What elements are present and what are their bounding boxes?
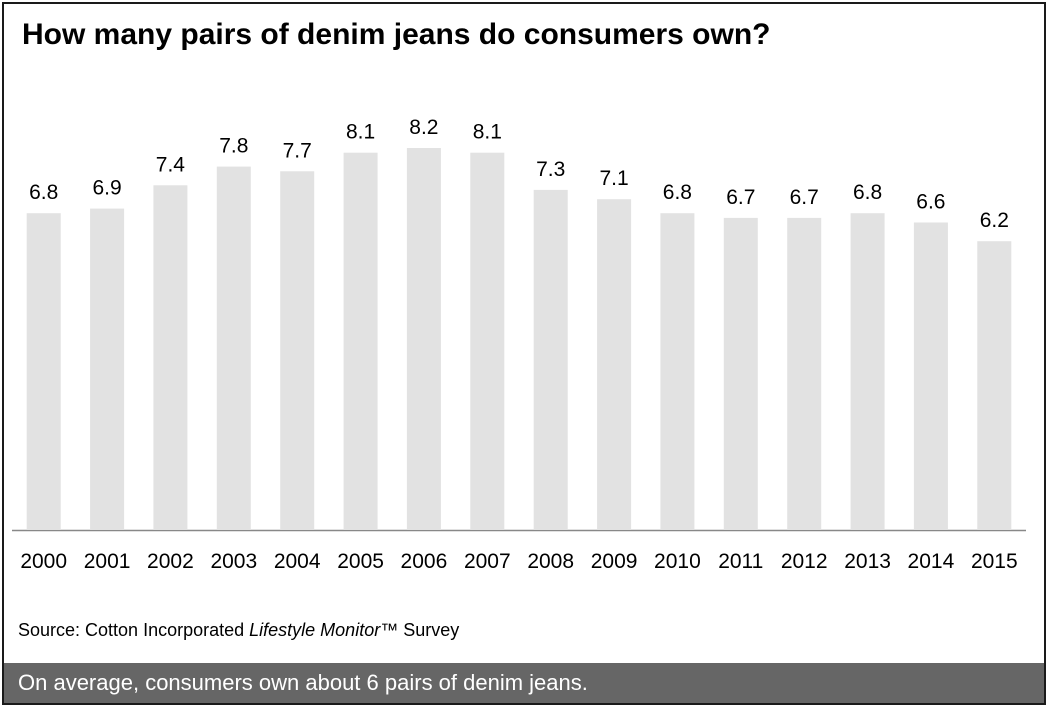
x-tick-label-2004: 2004 — [274, 550, 321, 573]
data-label-2008: 7.3 — [536, 158, 565, 181]
bar-2000 — [26, 213, 61, 530]
x-tick-label-2011: 2011 — [718, 550, 763, 573]
x-tick-label-2012: 2012 — [781, 550, 828, 573]
bar-2012 — [787, 217, 822, 530]
x-tick-label-2001: 2001 — [84, 550, 131, 573]
x-tick-label-2009: 2009 — [591, 550, 638, 573]
data-label-2001: 6.9 — [92, 177, 121, 200]
source-prefix: Source: Cotton Incorporated — [18, 620, 250, 640]
bar-2002 — [153, 185, 188, 531]
chart-title: How many pairs of denim jeans do consume… — [22, 18, 771, 51]
source-tm: ™ — [380, 620, 399, 640]
x-tick-label-2002: 2002 — [147, 550, 194, 573]
bar-2015 — [977, 241, 1012, 530]
bar-2010 — [660, 213, 695, 530]
source-suffix: Survey — [398, 620, 460, 640]
data-label-2002: 7.4 — [156, 153, 186, 176]
bar-2006 — [406, 148, 441, 530]
bar-2008 — [533, 189, 568, 530]
data-label-2006: 8.2 — [409, 116, 438, 139]
bar-2007 — [470, 152, 505, 530]
x-tick-label-2000: 2000 — [20, 550, 67, 573]
data-label-2000: 6.8 — [29, 181, 58, 204]
data-label-2007: 8.1 — [473, 121, 502, 144]
data-label-2010: 6.8 — [663, 181, 692, 204]
data-label-2009: 7.1 — [599, 167, 628, 190]
data-label-2014: 6.6 — [916, 191, 945, 214]
bar-2005 — [343, 152, 378, 530]
summary-banner: On average, consumers own about 6 pairs … — [4, 663, 1044, 703]
x-tick-label-2010: 2010 — [654, 550, 701, 573]
x-tick-label-2007: 2007 — [464, 550, 511, 573]
bar-2004 — [280, 171, 315, 531]
data-label-2011: 6.7 — [726, 186, 755, 209]
bar-2013 — [850, 213, 885, 530]
data-label-2004: 7.7 — [283, 139, 312, 162]
bar-2001 — [90, 208, 125, 530]
x-tick-label-2008: 2008 — [527, 550, 574, 573]
data-label-2005: 8.1 — [346, 121, 375, 144]
summary-text: On average, consumers own about 6 pairs … — [18, 670, 588, 695]
bar-2009 — [597, 199, 632, 530]
data-label-2015: 6.2 — [980, 209, 1009, 232]
data-label-2012: 6.7 — [790, 186, 819, 209]
x-tick-label-2015: 2015 — [971, 550, 1018, 573]
x-tick-label-2014: 2014 — [908, 550, 955, 573]
bar-2003 — [216, 166, 251, 530]
bar-chart: 6.8 2000 6.9 2001 7.4 2002 7.8 2003 7.7 2004 8.1 20… — [12, 116, 1026, 573]
data-label-2003: 7.8 — [219, 135, 248, 158]
x-tick-label-2005: 2005 — [337, 550, 384, 573]
bar-2011 — [723, 217, 758, 530]
data-label-2013: 6.8 — [853, 181, 882, 204]
bar-2014 — [913, 222, 948, 530]
x-tick-label-2006: 2006 — [401, 550, 448, 573]
x-tick-label-2003: 2003 — [210, 550, 257, 573]
source-italic: Lifestyle Monitor — [249, 620, 381, 640]
source-note: Source: Cotton Incorporated Lifestyle Mo… — [18, 620, 459, 641]
x-tick-label-2013: 2013 — [844, 550, 891, 573]
